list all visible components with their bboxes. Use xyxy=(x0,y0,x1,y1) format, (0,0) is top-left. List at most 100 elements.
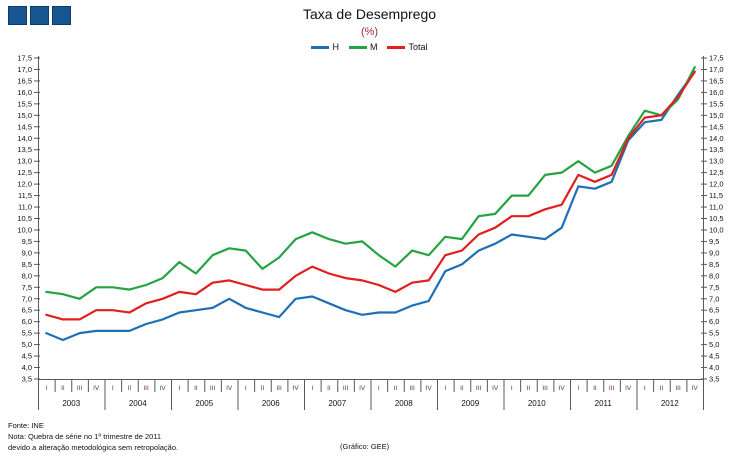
svg-text:III: III xyxy=(609,385,615,392)
svg-text:2005: 2005 xyxy=(195,399,213,408)
svg-text:II: II xyxy=(527,385,531,392)
svg-text:IV: IV xyxy=(559,385,566,392)
svg-text:I: I xyxy=(112,385,114,392)
svg-text:4,0: 4,0 xyxy=(22,363,32,372)
svg-text:2010: 2010 xyxy=(528,399,546,408)
svg-text:15,0: 15,0 xyxy=(17,111,32,120)
svg-text:4,5: 4,5 xyxy=(22,352,32,361)
svg-text:16,5: 16,5 xyxy=(17,76,32,85)
svg-text:IV: IV xyxy=(625,385,632,392)
svg-text:III: III xyxy=(675,385,681,392)
svg-text:14,0: 14,0 xyxy=(709,134,724,143)
page-title: Taxa de Desemprego xyxy=(302,6,437,22)
svg-text:5,0: 5,0 xyxy=(22,340,32,349)
svg-text:16,0: 16,0 xyxy=(17,88,32,97)
svg-text:16,0: 16,0 xyxy=(709,88,724,97)
svg-text:8,0: 8,0 xyxy=(22,271,32,280)
legend-item-m: M xyxy=(348,42,378,52)
svg-text:6,5: 6,5 xyxy=(22,306,32,315)
logo-square-icon xyxy=(30,6,49,25)
svg-text:17,5: 17,5 xyxy=(17,54,32,63)
svg-text:14,5: 14,5 xyxy=(17,122,32,131)
svg-text:6,0: 6,0 xyxy=(22,317,32,326)
break-note-line2: devido a alteração metodológica sem retr… xyxy=(8,443,179,452)
svg-text:8,0: 8,0 xyxy=(709,271,719,280)
svg-text:2008: 2008 xyxy=(395,399,413,408)
line-swatch-icon xyxy=(387,45,406,49)
svg-text:6,0: 6,0 xyxy=(709,317,719,326)
svg-text:I: I xyxy=(178,385,180,392)
svg-text:I: I xyxy=(378,385,380,392)
svg-text:7,5: 7,5 xyxy=(22,283,32,292)
svg-text:III: III xyxy=(77,385,83,392)
chart-subtitle: (%) xyxy=(360,26,379,38)
series-line-total xyxy=(45,70,696,321)
svg-text:II: II xyxy=(61,385,65,392)
svg-text:II: II xyxy=(593,385,597,392)
svg-text:I: I xyxy=(577,385,579,392)
svg-text:3,5: 3,5 xyxy=(709,375,719,384)
svg-text:13,5: 13,5 xyxy=(17,145,32,154)
svg-text:2007: 2007 xyxy=(328,399,346,408)
svg-text:IV: IV xyxy=(359,385,366,392)
svg-text:II: II xyxy=(394,385,398,392)
svg-text:III: III xyxy=(476,385,482,392)
svg-text:13,5: 13,5 xyxy=(709,145,724,154)
svg-text:II: II xyxy=(261,385,265,392)
svg-text:3,5: 3,5 xyxy=(22,375,32,384)
svg-text:IV: IV xyxy=(226,385,233,392)
legend-label: Total xyxy=(408,42,428,52)
svg-text:5,5: 5,5 xyxy=(709,329,719,338)
svg-text:15,5: 15,5 xyxy=(17,99,32,108)
svg-text:I: I xyxy=(311,385,313,392)
svg-text:I: I xyxy=(511,385,513,392)
chart-notes: Fonte: INE Nota: Quebra de série no 1º t… xyxy=(8,420,178,453)
series-line-h xyxy=(45,70,696,342)
svg-text:IV: IV xyxy=(492,385,499,392)
svg-text:I: I xyxy=(444,385,446,392)
legend-item-total: Total xyxy=(387,42,428,52)
svg-text:I: I xyxy=(45,385,47,392)
svg-text:13,0: 13,0 xyxy=(17,157,32,166)
svg-text:15,0: 15,0 xyxy=(709,111,724,120)
break-note-line1: Nota: Quebra de série no 1º trimestre de… xyxy=(8,432,162,441)
svg-text:9,0: 9,0 xyxy=(22,248,32,257)
svg-text:IV: IV xyxy=(160,385,167,392)
svg-text:IV: IV xyxy=(426,385,433,392)
svg-text:10,0: 10,0 xyxy=(709,225,724,234)
logo xyxy=(8,6,71,25)
svg-text:17,0: 17,0 xyxy=(17,65,32,74)
svg-text:9,5: 9,5 xyxy=(709,237,719,246)
svg-text:10,5: 10,5 xyxy=(17,214,32,223)
svg-text:IV: IV xyxy=(93,385,100,392)
svg-text:11,0: 11,0 xyxy=(709,203,723,212)
source-note: Fonte: INE xyxy=(8,421,44,430)
svg-text:10,5: 10,5 xyxy=(709,214,724,223)
svg-text:11,5: 11,5 xyxy=(18,191,32,200)
svg-text:7,5: 7,5 xyxy=(709,283,719,292)
svg-text:12,5: 12,5 xyxy=(709,168,724,177)
svg-text:4,5: 4,5 xyxy=(709,352,719,361)
svg-text:16,5: 16,5 xyxy=(709,76,724,85)
line-swatch-icon xyxy=(348,45,367,49)
svg-text:2012: 2012 xyxy=(661,399,679,408)
svg-text:9,0: 9,0 xyxy=(709,248,719,257)
svg-text:2009: 2009 xyxy=(461,399,479,408)
logo-square-icon xyxy=(8,6,27,25)
svg-text:13,0: 13,0 xyxy=(709,157,724,166)
chart-credit: (Gráfico: GEE) xyxy=(340,442,390,451)
line-swatch-icon xyxy=(311,45,330,49)
svg-text:5,5: 5,5 xyxy=(22,329,32,338)
svg-text:II: II xyxy=(128,385,132,392)
chart-legend: H M Total xyxy=(0,42,739,52)
legend-item-h: H xyxy=(311,42,339,52)
svg-text:10,0: 10,0 xyxy=(17,225,32,234)
svg-text:2003: 2003 xyxy=(62,399,80,408)
svg-text:17,5: 17,5 xyxy=(709,54,724,63)
svg-text:II: II xyxy=(194,385,198,392)
svg-text:8,5: 8,5 xyxy=(22,260,32,269)
svg-text:I: I xyxy=(245,385,247,392)
svg-text:4,0: 4,0 xyxy=(709,363,719,372)
legend-label: M xyxy=(369,42,378,52)
